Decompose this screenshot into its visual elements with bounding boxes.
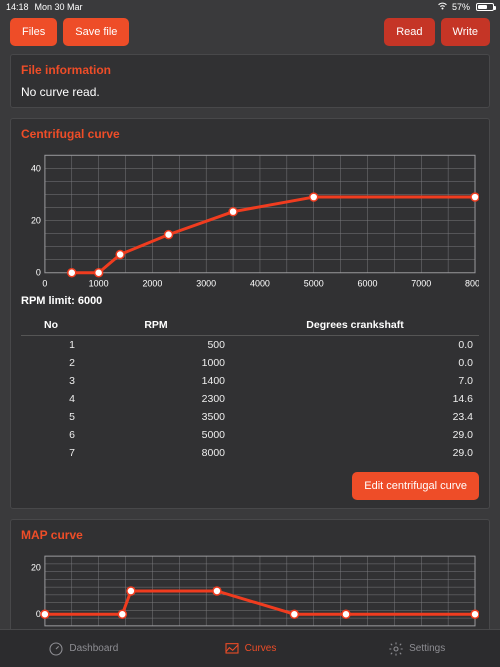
svg-text:0: 0 (42, 279, 47, 289)
svg-text:2000: 2000 (142, 279, 162, 289)
centrifugal-table: NoRPMDegrees crankshaft 15000.0210000.03… (21, 315, 479, 462)
table-row: 7800029.0 (21, 444, 479, 462)
map-chart: 020 (21, 550, 479, 630)
svg-text:3000: 3000 (196, 279, 216, 289)
centrifugal-panel: Centrifugal curve 0 20 40 0 1000 2000 3000 4000… (10, 118, 490, 509)
tab-settings[interactable]: Settings (333, 630, 500, 667)
curves-icon (224, 641, 240, 657)
edit-centrifugal-button[interactable]: Edit centrifugal curve (352, 472, 479, 500)
table-row: 5350023.4 (21, 408, 479, 426)
status-date: Mon 30 Mar (35, 2, 83, 12)
tabbar: Dashboard Curves Settings (0, 629, 500, 667)
files-button[interactable]: Files (10, 18, 57, 46)
table-row: 4230014.6 (21, 390, 479, 408)
map-panel: MAP curve 020 (10, 519, 490, 639)
table-row: 15000.0 (21, 336, 479, 355)
map-title: MAP curve (21, 528, 479, 542)
file-info-title: File information (21, 63, 479, 77)
svg-text:4000: 4000 (250, 279, 270, 289)
svg-text:8000: 8000 (465, 279, 479, 289)
file-info-panel: File information No curve read. (10, 54, 490, 108)
battery-icon (474, 3, 494, 11)
status-time: 14:18 (6, 2, 29, 12)
svg-text:20: 20 (31, 216, 41, 226)
svg-text:5000: 5000 (304, 279, 324, 289)
svg-text:20: 20 (31, 563, 41, 573)
write-button[interactable]: Write (441, 18, 490, 46)
centrifugal-title: Centrifugal curve (21, 127, 479, 141)
settings-icon (388, 641, 404, 657)
svg-text:0: 0 (36, 268, 41, 278)
tab-curves-label: Curves (245, 643, 277, 654)
tab-dashboard[interactable]: Dashboard (0, 630, 167, 667)
centrifugal-chart: 0 20 40 0 1000 2000 3000 4000 5000 6000 7000 8000 (21, 149, 479, 289)
table-row: 210000.0 (21, 354, 479, 372)
svg-text:1000: 1000 (89, 279, 109, 289)
table-row: 6500029.0 (21, 426, 479, 444)
svg-text:6000: 6000 (358, 279, 378, 289)
table-header: Degrees crankshaft (231, 315, 479, 336)
wifi-icon (437, 2, 448, 12)
table-header: RPM (81, 315, 231, 336)
toolbar: Files Save file Read Write (0, 14, 500, 54)
tab-settings-label: Settings (409, 643, 445, 654)
read-button[interactable]: Read (384, 18, 434, 46)
battery-pct: 57% (452, 2, 470, 12)
save-file-button[interactable]: Save file (63, 18, 129, 46)
svg-text:40: 40 (31, 163, 41, 173)
tab-dashboard-label: Dashboard (69, 643, 118, 654)
svg-text:7000: 7000 (411, 279, 431, 289)
scroll-content[interactable]: File information No curve read. Centrifu… (0, 54, 500, 661)
table-header: No (21, 315, 81, 336)
rpm-limit-label: RPM limit: 6000 (21, 295, 479, 307)
dashboard-icon (48, 641, 64, 657)
status-bar: 14:18 Mon 30 Mar 57% (0, 0, 500, 14)
table-row: 314007.0 (21, 372, 479, 390)
tab-curves[interactable]: Curves (167, 630, 334, 667)
file-info-text: No curve read. (21, 85, 479, 99)
